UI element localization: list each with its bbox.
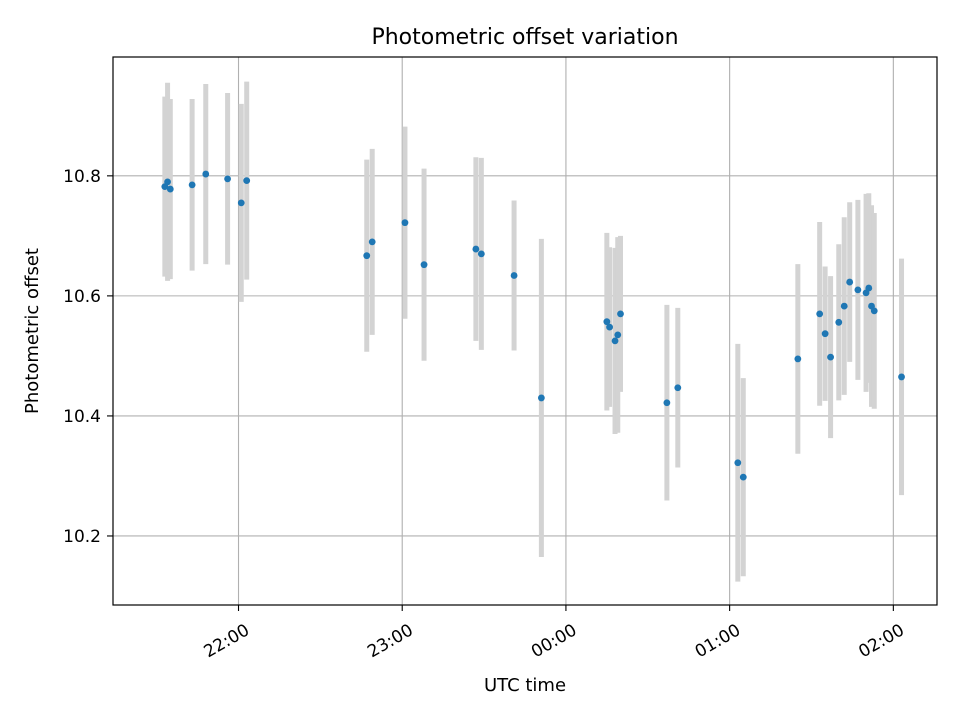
data-point — [537, 394, 545, 402]
data-point — [674, 384, 682, 392]
error-bars — [162, 81, 905, 582]
data-point — [614, 331, 622, 339]
data-point — [368, 238, 376, 246]
data-point — [401, 219, 409, 227]
data-point — [510, 272, 518, 279]
data-point — [794, 355, 802, 363]
x-tick-label: 02:00 — [855, 620, 907, 662]
y-axis-label: Photometric offset — [22, 248, 43, 414]
data-point — [617, 310, 624, 318]
chart-title: Photometric offset variation — [371, 25, 678, 50]
data-point — [898, 373, 905, 381]
data-point — [816, 310, 824, 318]
x-axis-label: UTC time — [484, 675, 566, 696]
data-point — [734, 459, 742, 467]
data-point — [840, 302, 848, 310]
y-tick-label: 10.2 — [63, 527, 101, 547]
y-tick-label: 10.8 — [63, 167, 101, 187]
data-point — [854, 286, 862, 294]
data-point — [363, 252, 371, 260]
data-point — [611, 337, 619, 345]
data-point — [663, 399, 671, 407]
data-point — [164, 178, 171, 186]
data-point — [188, 181, 196, 189]
data-point — [472, 245, 480, 253]
x-tick-label: 00:00 — [528, 620, 580, 662]
data-point — [835, 318, 843, 326]
plot-area-frame — [112, 56, 938, 606]
x-tick-label: 01:00 — [692, 620, 744, 662]
y-tick-label: 10.4 — [63, 407, 101, 427]
x-tick-label: 23:00 — [364, 620, 416, 662]
data-point — [870, 307, 878, 315]
x-tick-label: 22:00 — [201, 620, 253, 662]
data-point — [237, 199, 245, 207]
data-point — [739, 473, 747, 481]
data-points — [161, 170, 905, 481]
data-point — [827, 353, 834, 361]
data-point — [846, 278, 854, 286]
data-point — [243, 177, 251, 185]
grid-lines — [113, 57, 937, 605]
data-point — [166, 185, 174, 193]
data-point — [603, 318, 611, 326]
data-point — [821, 330, 829, 338]
y-tick-label: 10.6 — [63, 287, 101, 307]
data-point — [477, 250, 485, 258]
data-point — [420, 261, 428, 269]
data-point — [202, 170, 210, 178]
data-point — [224, 175, 231, 183]
data-point — [606, 323, 613, 331]
data-point — [865, 284, 873, 292]
